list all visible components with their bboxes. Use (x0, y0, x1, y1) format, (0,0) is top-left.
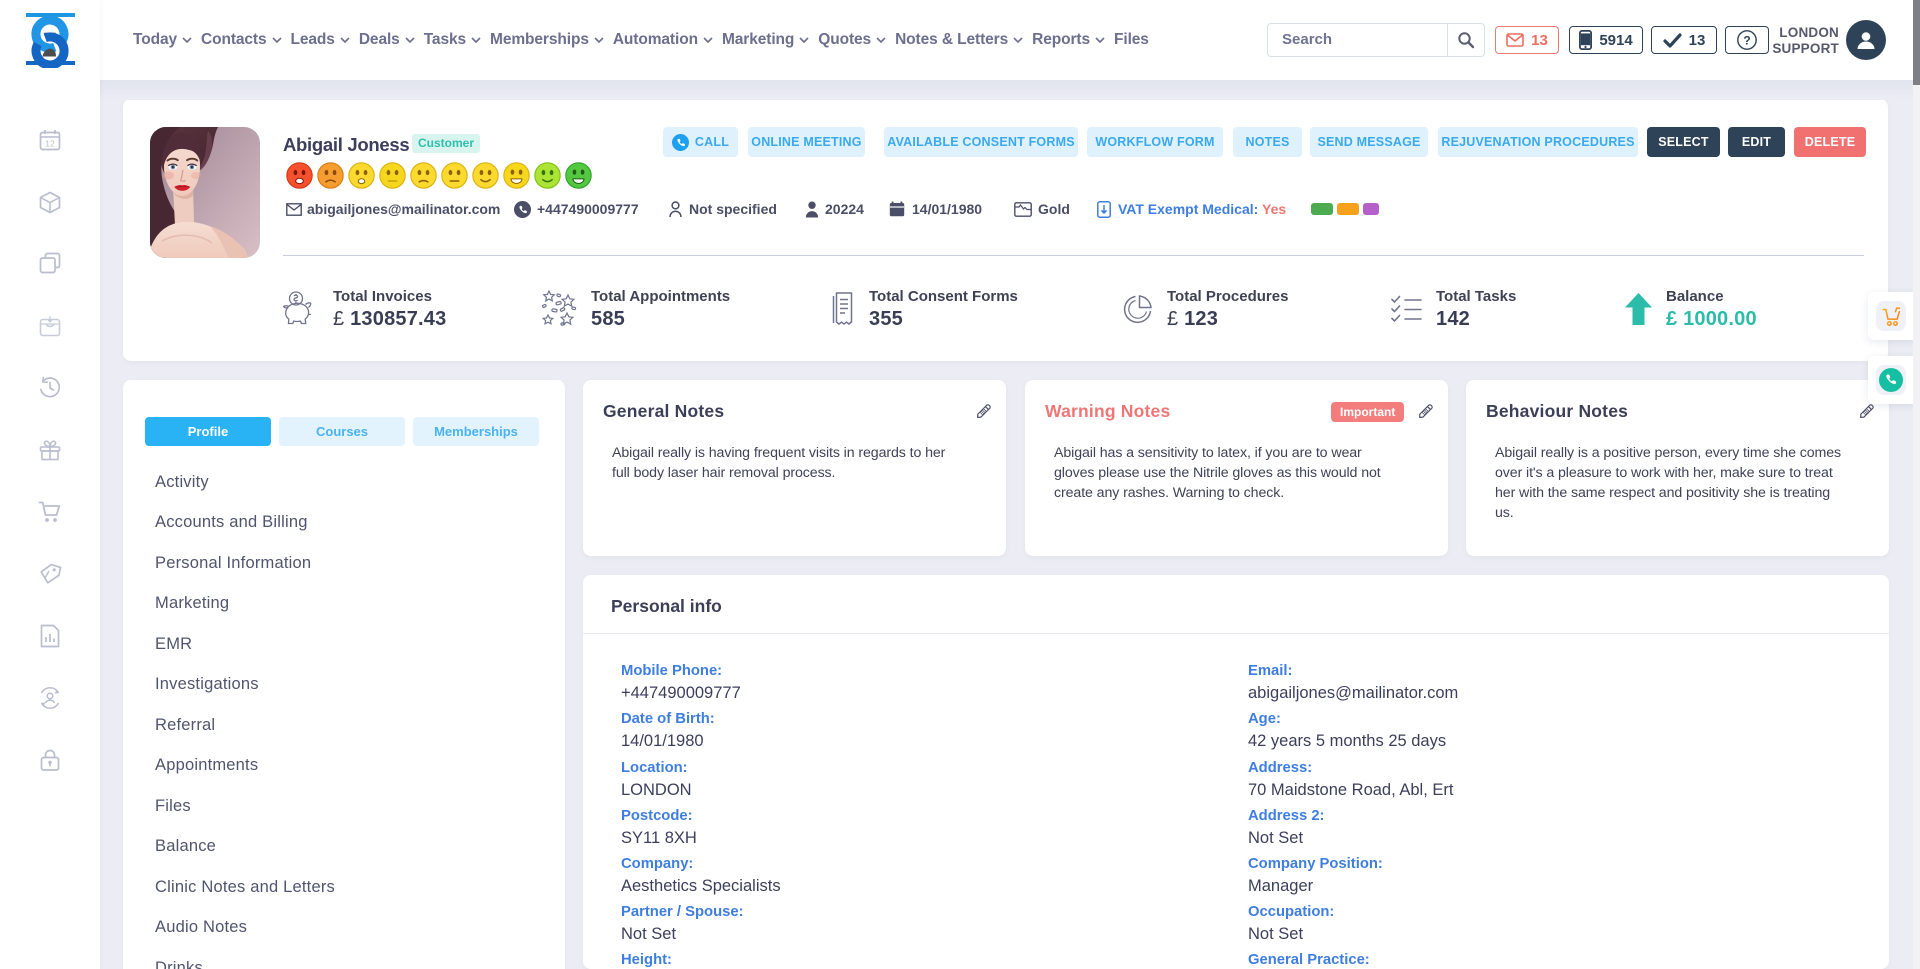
svg-text:12: 12 (45, 139, 55, 149)
svg-text:?: ? (1743, 33, 1750, 47)
